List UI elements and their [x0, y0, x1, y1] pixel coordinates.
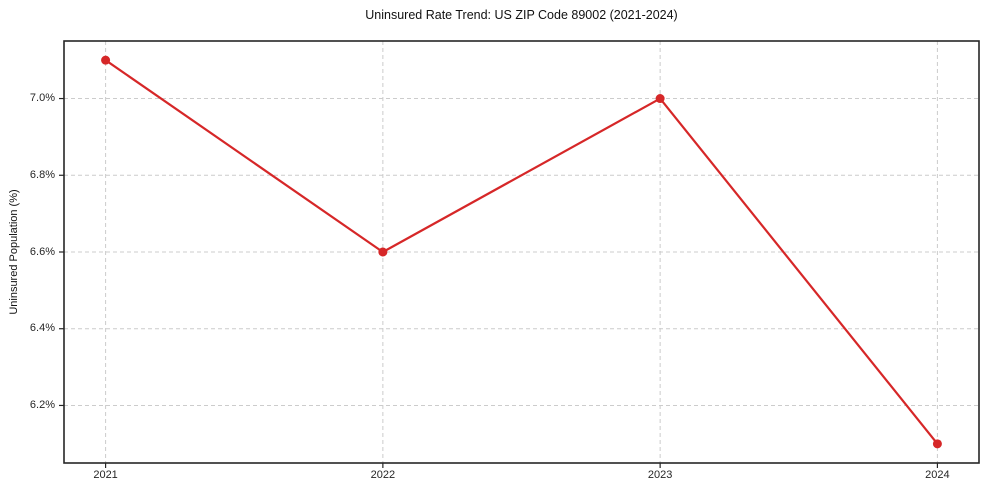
x-tick-label: 2023	[647, 469, 673, 481]
chart-title: Uninsured Rate Trend: US ZIP Code 89002 …	[365, 8, 678, 22]
data-point-2024	[932, 439, 942, 449]
x-tick-label: 2021	[93, 469, 118, 481]
data-point-2022	[378, 247, 388, 257]
y-tick-label: 7.0%	[29, 92, 55, 105]
x-tick-label: 2022	[370, 469, 396, 481]
data-point-2023	[655, 94, 665, 104]
y-tick-label: 6.6%	[29, 245, 55, 258]
y-tick-label: 6.8%	[29, 168, 55, 181]
x-tick-label: 2024	[925, 469, 950, 481]
y-tick-label: 6.2%	[29, 398, 55, 411]
y-tick-label: 6.4%	[29, 322, 55, 335]
data-point-2021	[101, 55, 111, 65]
trend-line	[104, 59, 939, 445]
